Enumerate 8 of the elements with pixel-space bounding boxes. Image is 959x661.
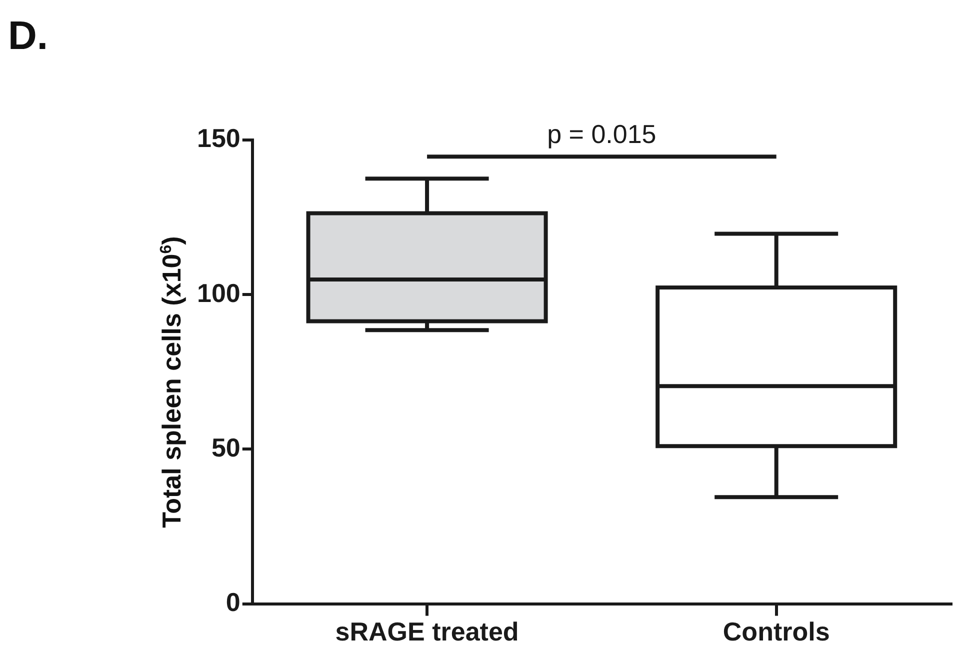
x-tick-label: sRAGE treated: [335, 616, 519, 647]
y-tick-label: 150: [196, 123, 240, 154]
annotation: p = 0.015: [547, 118, 656, 149]
y-tick-label: 50: [211, 432, 240, 462]
y-tick-label: 100: [196, 278, 240, 308]
y-tick-label: 0: [226, 586, 240, 617]
chart-title: D.: [8, 14, 48, 59]
x-tick-label: Controls: [722, 616, 830, 647]
